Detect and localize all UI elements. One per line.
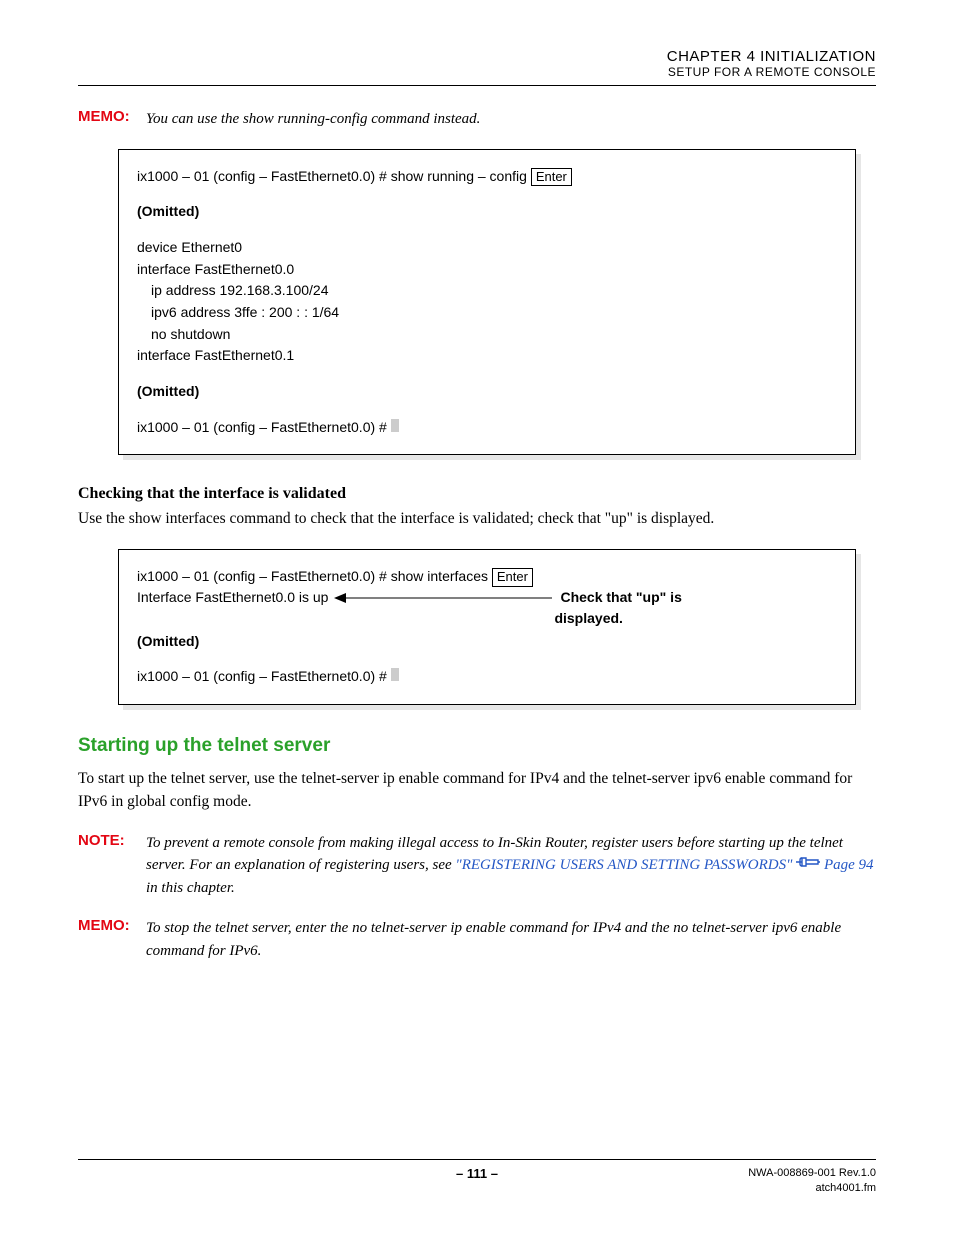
body-paragraph: Use the show interfaces command to check… [78,507,876,530]
code-box-1: ix1000 – 01 (config – FastEthernet0.0) #… [118,149,856,456]
code-prompt: ix1000 – 01 (config – FastEthernet0.0) # [137,666,837,688]
section-heading: Starting up the telnet server [78,735,876,757]
enter-key: Enter [531,168,572,187]
note-block: NOTE: To prevent a remote console from m… [78,832,876,900]
doc-revision: NWA-008869-001 Rev.1.0 [748,1166,876,1180]
footer-rule [78,1159,876,1160]
code-line: interface FastEthernet0.0 [137,259,837,281]
page-reference-link[interactable]: Page 94 [824,857,874,873]
memo-label: MEMO: [78,917,134,962]
cross-reference-link[interactable]: "REGISTERING USERS AND SETTING PASSWORDS… [455,857,792,873]
code-content: ix1000 – 01 (config – FastEthernet0.0) #… [118,549,856,705]
code-line: interface FastEthernet0.1 [137,345,837,367]
code-line: ipv6 address 3ffe : 200 : : 1/64 [137,302,837,324]
memo-text: To stop the telnet server, enter the no … [146,917,876,962]
cursor-icon [391,668,399,681]
code-text: ix1000 – 01 (config – FastEthernet0.0) # [137,419,391,435]
memo-block-2: MEMO: To stop the telnet server, enter t… [78,917,876,962]
enter-key: Enter [492,568,533,587]
code-line-with-callout: Interface FastEthernet0.0 is up Check th… [137,587,837,609]
code-text: ix1000 – 01 (config – FastEthernet0.0) # [137,668,391,684]
code-line: no shutdown [137,324,837,346]
memo-block-1: MEMO: You can use the show running-confi… [78,108,876,131]
code-text: Interface FastEthernet0.0 is up [137,587,328,609]
arrow-left-icon [334,592,554,604]
code-box-2: ix1000 – 01 (config – FastEthernet0.0) #… [118,549,856,705]
note-text-part: in this chapter. [146,880,235,896]
note-text: To prevent a remote console from making … [146,832,876,900]
pointing-hand-icon [796,854,820,877]
memo-label: MEMO: [78,108,134,131]
note-label: NOTE: [78,832,134,900]
code-line: ix1000 – 01 (config – FastEthernet0.0) #… [137,166,837,188]
memo-text: You can use the show running-config comm… [146,108,480,131]
code-line: ip address 192.168.3.100/24 [137,280,837,302]
header-rule [78,85,876,86]
code-omitted: (Omitted) [137,381,837,403]
chapter-title: CHAPTER 4 INITIALIZATION [78,48,876,65]
chapter-subtitle: SETUP FOR A REMOTE CONSOLE [78,65,876,79]
callout-text: displayed. [554,609,622,631]
doc-filename: atch4001.fm [748,1181,876,1195]
code-omitted: (Omitted) [137,631,837,653]
cursor-icon [391,419,399,432]
code-line: ix1000 – 01 (config – FastEthernet0.0) #… [137,566,837,588]
code-text: ix1000 – 01 (config – FastEthernet0.0) #… [137,568,492,584]
subsection-heading: Checking that the interface is validated [78,485,876,503]
callout-text: Check that "up" is [560,588,681,608]
code-prompt: ix1000 – 01 (config – FastEthernet0.0) # [137,417,837,439]
code-line: device Ethernet0 [137,237,837,259]
code-omitted: (Omitted) [137,201,837,223]
body-paragraph: To start up the telnet server, use the t… [78,767,876,814]
page-header: CHAPTER 4 INITIALIZATION SETUP FOR A REM… [78,48,876,79]
page-footer: – 111 – NWA-008869-001 Rev.1.0 atch4001.… [78,1159,876,1195]
code-text: ix1000 – 01 (config – FastEthernet0.0) #… [137,168,531,184]
code-content: ix1000 – 01 (config – FastEthernet0.0) #… [118,149,856,456]
